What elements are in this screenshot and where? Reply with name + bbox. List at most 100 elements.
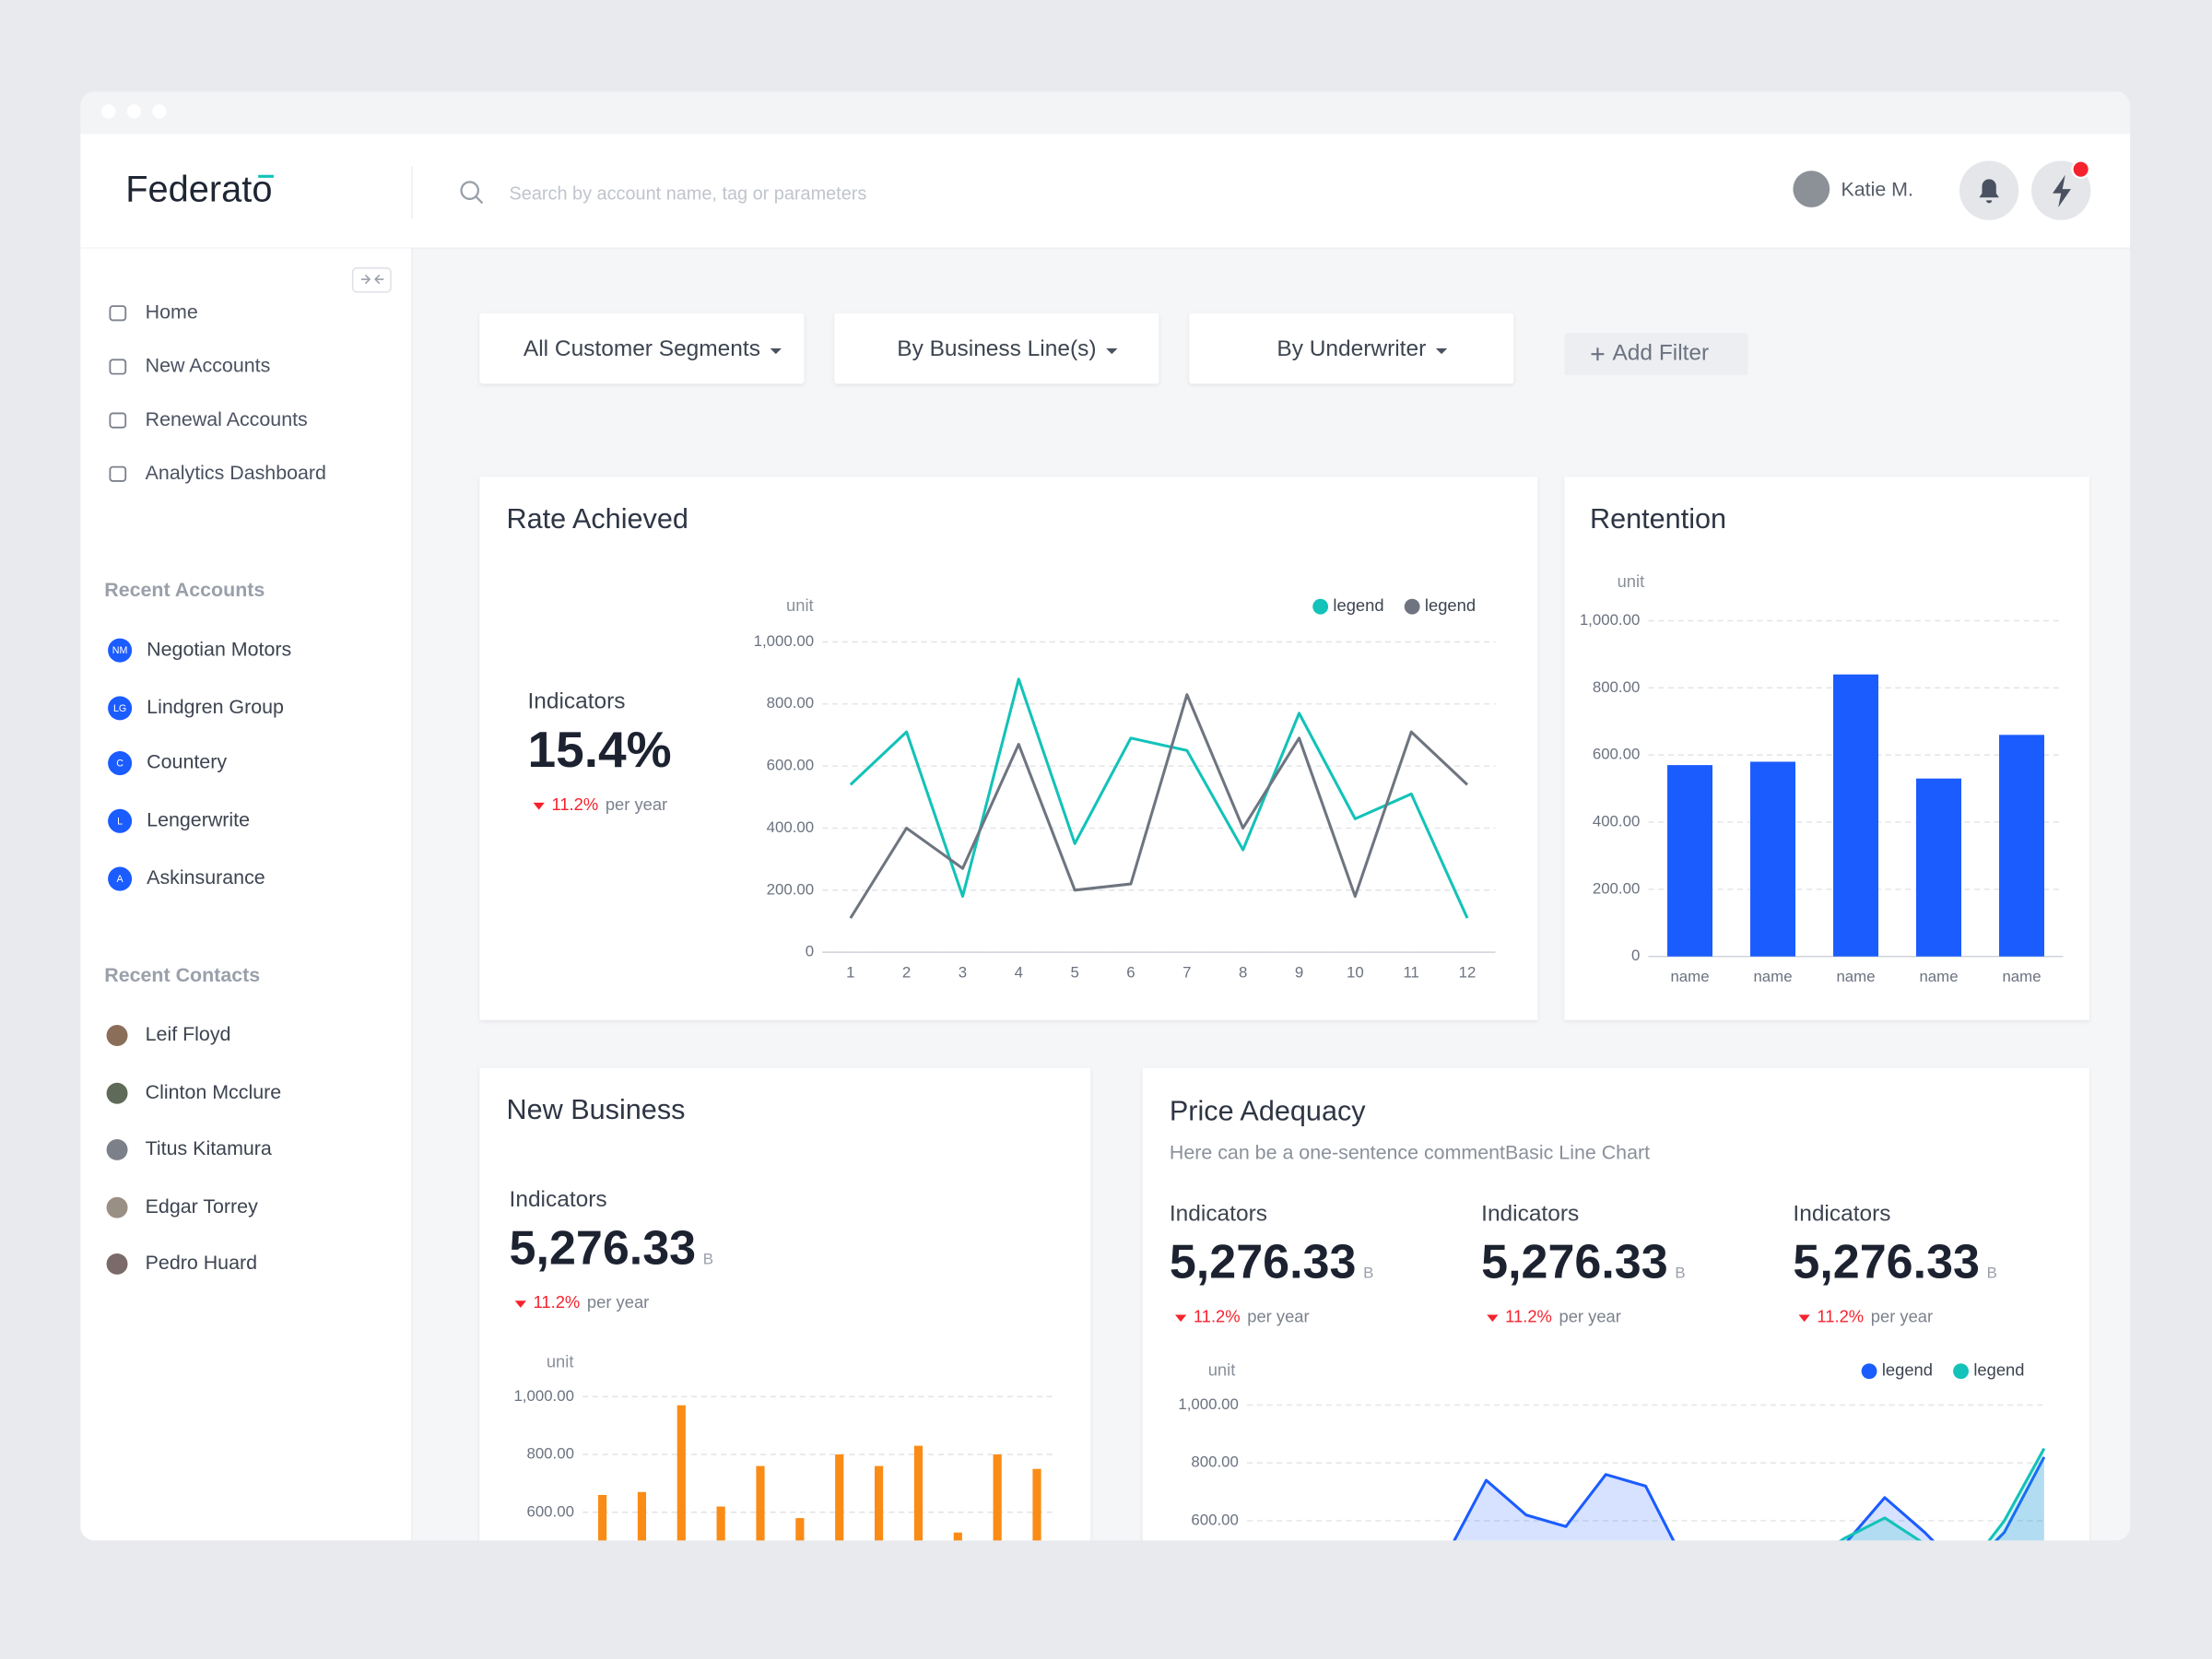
y-tick-label: 1,000.00 [1178, 1395, 1239, 1413]
indicator-period: per year [606, 794, 667, 814]
indicator-label: Indicators [1170, 1201, 1267, 1226]
card [479, 477, 1538, 1020]
contact-name[interactable]: Leif Floyd [146, 1023, 231, 1045]
y-tick-label: 200.00 [767, 880, 814, 898]
search-icon [475, 195, 484, 205]
y-tick-label: 800.00 [1191, 1453, 1238, 1471]
bar [597, 1494, 607, 1541]
filter-dropdown[interactable] [834, 312, 1159, 384]
x-tick-label: name [1919, 968, 1958, 985]
contact-name[interactable]: Pedro Huard [146, 1252, 257, 1274]
notification-dot [2071, 159, 2090, 180]
line [1247, 1456, 2046, 1541]
account-badge [108, 866, 133, 891]
user-name[interactable]: Katie M. [1841, 178, 1913, 200]
nav-icon [109, 305, 127, 322]
nav-item[interactable]: Home [146, 300, 198, 323]
y-tick-label: 0 [806, 943, 814, 960]
legend-label: legend [1425, 595, 1476, 615]
contact-name[interactable]: Clinton Mcclure [146, 1081, 282, 1103]
filter-dropdown[interactable] [1189, 312, 1514, 384]
search-icon [460, 181, 480, 200]
indicator-change: 11.2% [1505, 1306, 1552, 1325]
legend-swatch [1953, 1363, 1969, 1380]
x-tick-label: name [1753, 968, 1792, 985]
axis-unit: unit [1618, 571, 1645, 591]
nav-item[interactable]: Renewal Accounts [146, 408, 308, 430]
indicator-label: Indicators [510, 1187, 607, 1212]
y-tick-label: 400.00 [767, 818, 814, 836]
bar [1032, 1468, 1041, 1541]
bar [1750, 761, 1796, 957]
nav-item[interactable]: Analytics Dashboard [146, 462, 326, 484]
indicator-label: Indicators [1793, 1201, 1890, 1226]
card [479, 1067, 1091, 1541]
indicator-change: 11.2% [534, 1292, 581, 1312]
nav-item[interactable]: New Accounts [146, 355, 271, 377]
user-avatar[interactable] [1793, 171, 1830, 207]
indicator-period: per year [587, 1292, 649, 1312]
bar [993, 1454, 1002, 1541]
line [849, 693, 1469, 919]
legend-swatch [1404, 598, 1420, 615]
contact-avatar [106, 1024, 128, 1046]
y-tick-label: 800.00 [526, 1445, 573, 1463]
line [849, 677, 1469, 919]
bar [677, 1405, 686, 1541]
collapse-button[interactable] [351, 267, 392, 293]
down-arrow [514, 1300, 526, 1308]
bar [1833, 674, 1879, 957]
add-filter-button[interactable] [1564, 333, 1748, 376]
y-tick-label: 0 [1631, 947, 1640, 964]
contact-name[interactable]: Edgar Torrey [146, 1195, 258, 1218]
filter-dropdown[interactable] [479, 312, 805, 384]
account-badge [108, 638, 133, 663]
filter-label: By Business Line(s) [897, 336, 1096, 361]
contact-avatar [106, 1253, 128, 1275]
caret [1106, 348, 1118, 355]
account-name[interactable]: Negotian Motors [147, 638, 291, 660]
indicator-period: per year [1559, 1306, 1621, 1325]
x-tick-label: 8 [1239, 964, 1247, 982]
contact-name[interactable]: Titus Kitamura [146, 1137, 272, 1159]
x-tick-label: 6 [1126, 964, 1135, 982]
axis-unit: unit [786, 595, 814, 615]
account-name[interactable]: Lindgren Group [147, 696, 284, 718]
line [1247, 1447, 2046, 1541]
window-dot [126, 104, 142, 119]
y-tick-label: 400.00 [1593, 812, 1640, 830]
caret [770, 348, 782, 355]
bar [716, 1506, 725, 1541]
down-arrow [533, 802, 545, 810]
y-tick-label: 600.00 [767, 757, 814, 774]
account-name[interactable]: Askinsurance [147, 866, 265, 888]
indicator-change: 11.2% [1817, 1306, 1864, 1325]
account-initials: A [117, 874, 124, 885]
account-badge [108, 696, 133, 721]
nav-icon [109, 359, 127, 375]
legend-label: legend [1882, 1360, 1933, 1380]
indicator-value: 5,276.33 [1170, 1236, 1357, 1289]
bar [637, 1491, 647, 1541]
card [1142, 1067, 2089, 1541]
y-tick-label: 1,000.00 [1580, 611, 1641, 629]
down-arrow [1175, 1314, 1187, 1323]
x-tick-label: 10 [1347, 964, 1364, 982]
search-input[interactable]: Search by account name, tag or parameter… [510, 183, 867, 204]
account-badge [108, 808, 133, 833]
account-name[interactable]: Countery [147, 751, 227, 773]
section-title: Recent Contacts [104, 964, 260, 986]
axis-unit: unit [547, 1351, 574, 1371]
x-tick-label: 7 [1182, 964, 1191, 982]
card-subtitle: Here can be a one-sentence commentBasic … [1170, 1142, 1650, 1164]
header [80, 134, 2131, 249]
add-filter-label: Add Filter [1612, 341, 1709, 366]
indicator-unit: B [1675, 1265, 1685, 1282]
account-initials: NM [112, 645, 128, 656]
account-name[interactable]: Lengerwrite [147, 808, 250, 830]
card-title: Rentention [1590, 503, 1726, 535]
down-arrow [1487, 1314, 1499, 1323]
y-tick-label: 800.00 [767, 694, 814, 712]
